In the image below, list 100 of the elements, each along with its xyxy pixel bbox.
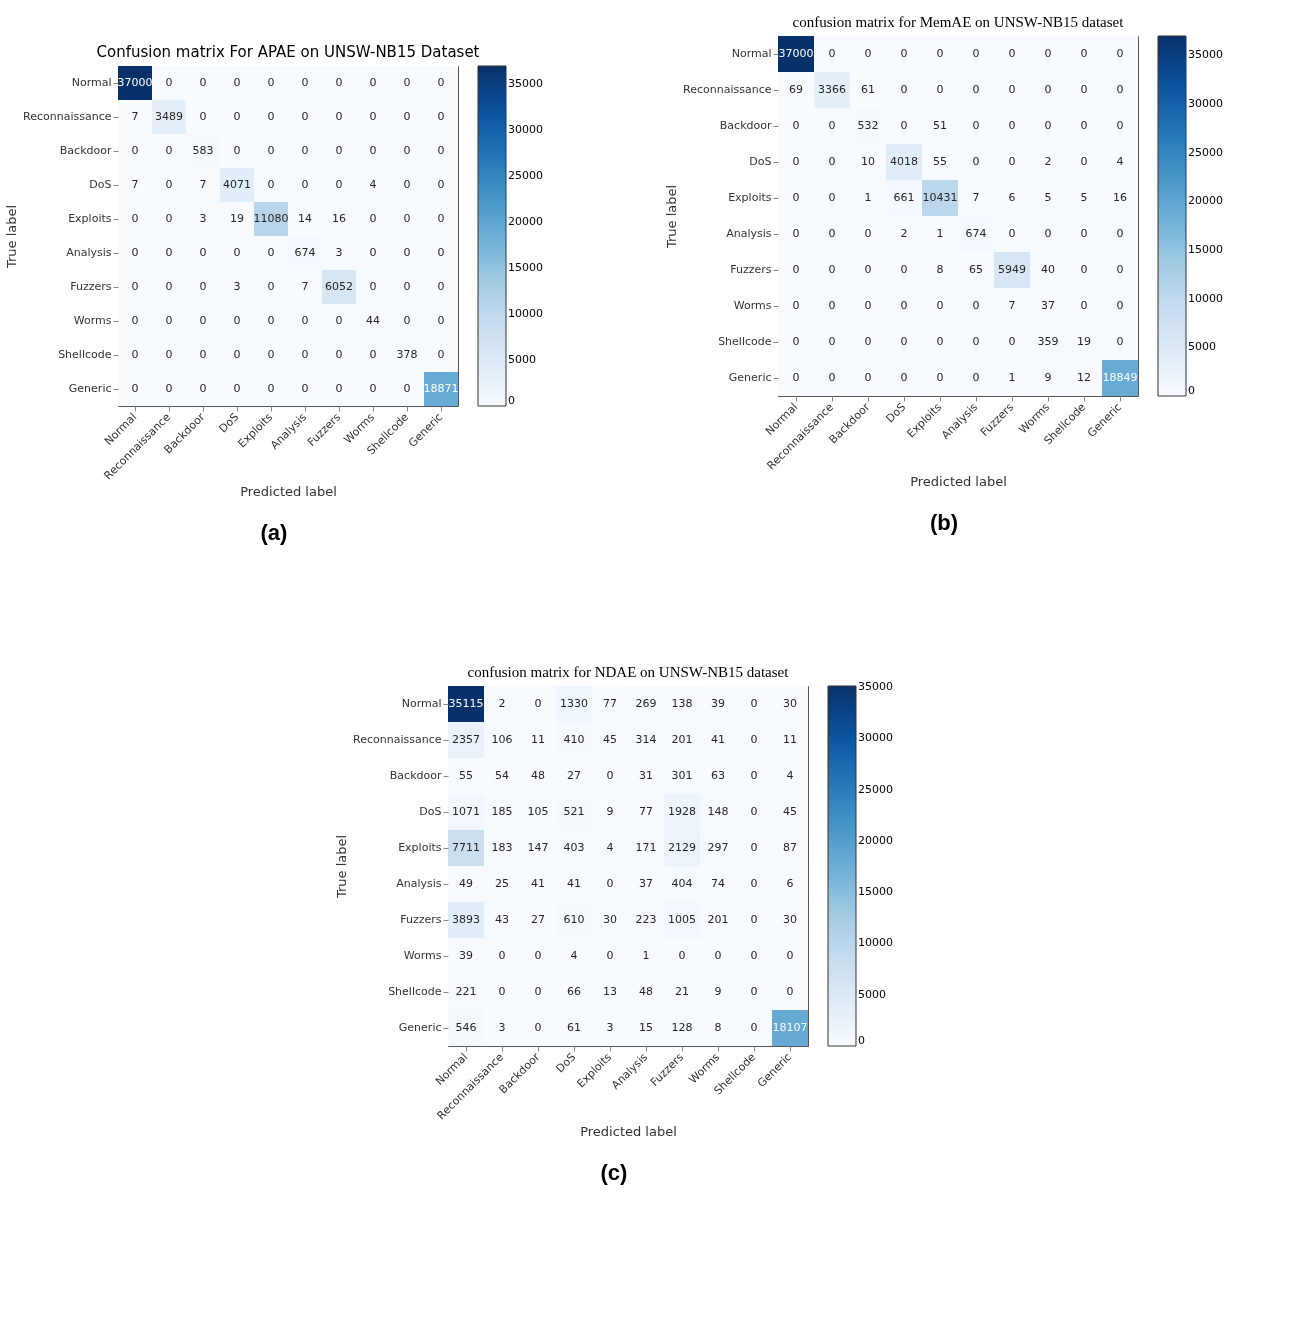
data-label: 31 [639,769,653,782]
color-bar-label: 5000 [508,353,536,367]
data-label: 3 [498,1021,506,1034]
data-label: 138 [671,697,693,710]
data-label: 7711 [452,841,480,854]
data-label: 0 [972,371,980,384]
data-label: 0 [792,371,800,384]
data-label: 0 [199,110,207,123]
data-label: 10431 [922,191,958,204]
y-tick-label: Reconnaissance [683,83,772,96]
data-label: 0 [1044,47,1052,60]
data-label: 0 [301,348,309,361]
data-label: 0 [1080,299,1088,312]
y-tick-label: Backdoor [59,144,112,157]
data-label: 11 [531,733,545,746]
data-label: 0 [437,178,445,191]
data-label: 30 [783,697,797,710]
text: (b) [928,510,960,536]
data-label: 0 [900,83,908,96]
data-label: 0 [750,877,758,890]
data-label: 147 [527,841,549,854]
data-label: 7 [131,110,139,123]
y-tick-label: Analysis [726,227,772,240]
data-label: 48 [639,985,653,998]
data-label: 0 [1116,119,1124,132]
color-bar-label: 10000 [858,936,893,950]
data-label: 0 [828,191,836,204]
data-label: 5 [1080,191,1088,204]
data-label: 6 [1008,191,1016,204]
data-label: 0 [403,246,411,259]
data-label: 0 [1080,227,1088,240]
data-label: 77 [603,697,617,710]
data-label: 0 [233,76,241,89]
data-label: 0 [792,191,800,204]
data-label: 61 [567,1021,581,1034]
data-label: 0 [534,697,542,710]
y-tick-label: Generic [68,382,112,395]
data-label: 27 [531,913,545,926]
data-label: 0 [900,299,908,312]
data-label: 18871 [423,382,459,395]
data-label: 148 [707,805,729,818]
data-label: 0 [1116,227,1124,240]
data-label: 0 [233,348,241,361]
y-tick-label: Normal [71,76,112,89]
data-label: 41 [567,877,581,890]
data-label: 0 [534,949,542,962]
data-label: 0 [437,110,445,123]
data-label: 0 [131,144,139,157]
data-label: 0 [678,949,686,962]
data-label: 0 [301,382,309,395]
data-label: 3366 [818,83,846,96]
data-label: 0 [267,280,275,293]
data-label: 2 [1044,155,1052,168]
data-label: 0 [972,83,980,96]
color-bar-label: 5000 [1188,340,1216,354]
data-label: 0 [792,263,800,276]
data-label: 0 [301,144,309,157]
data-label: 0 [199,76,207,89]
data-label: 25 [495,877,509,890]
data-label: 0 [792,335,800,348]
data-label: 0 [936,371,944,384]
y-tick-label: Generic [398,1021,442,1034]
data-label: 4 [1116,155,1124,168]
data-label: 583 [192,144,214,157]
color-bar-label: 35000 [508,77,543,91]
data-label: 0 [864,299,872,312]
data-label: 532 [857,119,879,132]
data-label: 1 [936,227,944,240]
data-label: 74 [711,877,725,890]
data-label: 1330 [560,697,588,710]
data-label: 0 [335,348,343,361]
data-label: 0 [750,913,758,926]
data-label: 0 [1080,119,1088,132]
data-label: 21 [675,985,689,998]
data-label: 37000 [778,47,814,60]
data-label: 0 [828,335,836,348]
data-label: 0 [606,877,614,890]
data-label: 0 [335,144,343,157]
data-label: 0 [1008,83,1016,96]
data-label: 403 [563,841,585,854]
data-label: 0 [369,76,377,89]
data-label: 0 [403,382,411,395]
data-label: 0 [199,348,207,361]
data-label: 0 [1008,335,1016,348]
data-label: 404 [671,877,693,890]
data-label: 269 [635,697,657,710]
data-label: 1 [1008,371,1016,384]
y-tick-label: DoS [749,155,772,168]
data-label: 0 [165,382,173,395]
y-tick-label: Backdoor [719,119,772,132]
data-label: 106 [491,733,513,746]
data-label: 0 [369,348,377,361]
data-label: 0 [403,110,411,123]
data-label: 0 [437,246,445,259]
y-tick-label: Exploits [398,841,442,854]
data-label: 0 [233,382,241,395]
data-label: 0 [233,110,241,123]
color-bar-label: 30000 [1188,97,1223,111]
y-tick-label: Backdoor [389,769,442,782]
data-label: 0 [936,299,944,312]
